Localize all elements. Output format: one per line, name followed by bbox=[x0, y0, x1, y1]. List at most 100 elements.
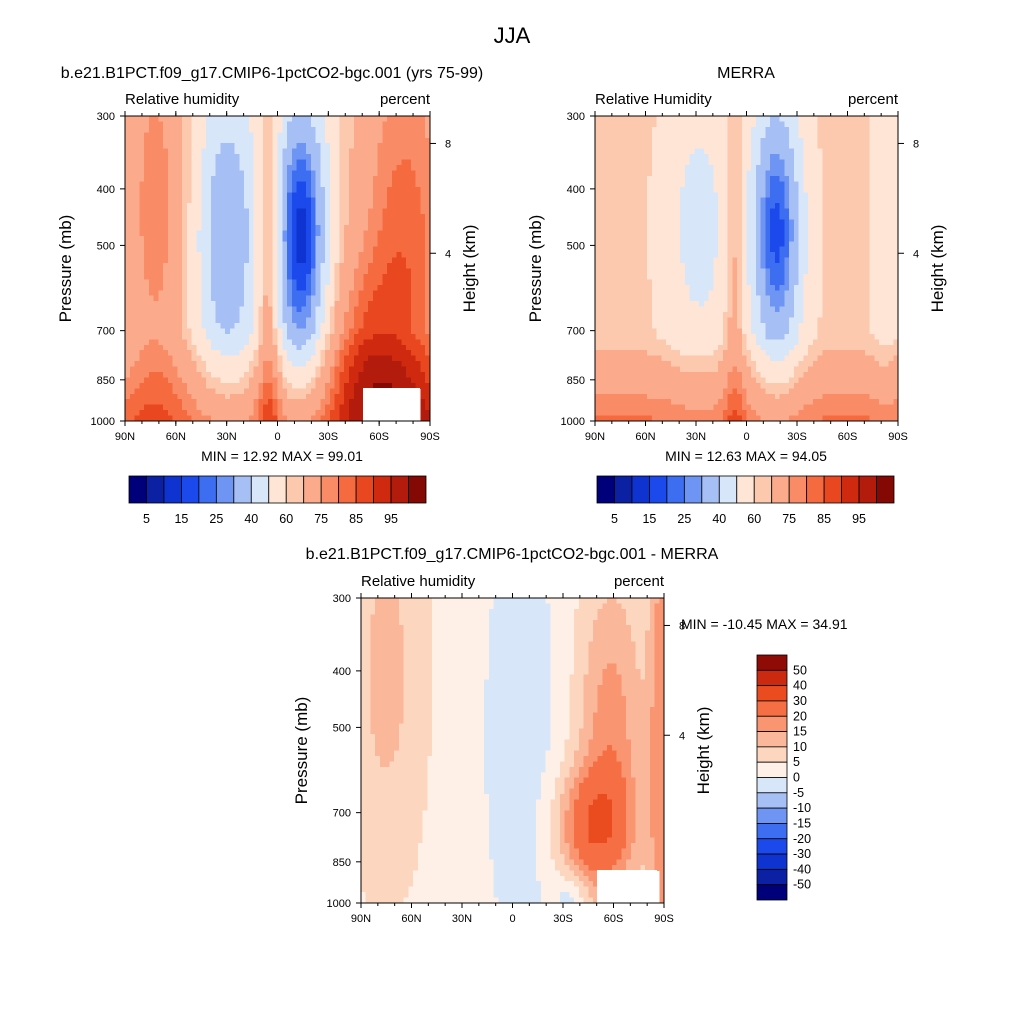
field-cell bbox=[139, 198, 144, 204]
field-cell bbox=[196, 345, 201, 351]
field-cell bbox=[666, 176, 671, 182]
field-cell bbox=[401, 296, 406, 302]
field-cell bbox=[680, 247, 685, 253]
field-cell bbox=[230, 116, 235, 122]
field-cell bbox=[642, 296, 647, 302]
field-cell bbox=[196, 192, 201, 198]
field-cell bbox=[411, 279, 416, 285]
field-cell bbox=[163, 377, 168, 383]
field-cell bbox=[316, 138, 321, 144]
field-cell bbox=[244, 274, 249, 280]
field-cell bbox=[268, 116, 273, 122]
field-cell bbox=[278, 258, 283, 264]
field-cell bbox=[125, 252, 130, 258]
field-cell bbox=[173, 279, 178, 285]
field-cell bbox=[628, 323, 633, 329]
field-cell bbox=[675, 312, 680, 318]
field-cell bbox=[292, 345, 297, 351]
field-cell bbox=[139, 230, 144, 236]
field-cell bbox=[354, 301, 359, 307]
field-cell bbox=[287, 323, 292, 329]
field-cell bbox=[220, 372, 225, 378]
field-cell bbox=[335, 165, 340, 171]
field-cell bbox=[149, 181, 154, 187]
field-cell bbox=[196, 410, 201, 416]
field-cell bbox=[633, 399, 638, 405]
field-cell bbox=[685, 399, 690, 405]
field-cell bbox=[206, 285, 211, 291]
field-cell bbox=[316, 160, 321, 166]
field-cell bbox=[600, 350, 605, 356]
field-cell bbox=[301, 154, 306, 160]
field-cell bbox=[196, 339, 201, 345]
field-cell bbox=[177, 165, 182, 171]
field-cell bbox=[182, 219, 187, 225]
field-cell bbox=[344, 356, 349, 362]
field-cell bbox=[619, 176, 624, 182]
field-cell bbox=[139, 318, 144, 324]
field-cell bbox=[220, 383, 225, 389]
colorbar-box bbox=[181, 476, 198, 503]
field-cell bbox=[239, 399, 244, 405]
field-cell bbox=[685, 252, 690, 258]
field-cell bbox=[392, 323, 397, 329]
field-cell bbox=[182, 138, 187, 144]
field-cell bbox=[201, 328, 206, 334]
field-cell bbox=[339, 356, 344, 362]
field-cell bbox=[675, 263, 680, 269]
field-cell bbox=[282, 187, 287, 193]
field-cell bbox=[420, 219, 425, 225]
field-cell bbox=[225, 154, 230, 160]
field-cell bbox=[177, 214, 182, 220]
field-cell bbox=[182, 127, 187, 133]
field-cell bbox=[685, 269, 690, 275]
field-cell bbox=[675, 230, 680, 236]
field-cell bbox=[619, 138, 624, 144]
field-cell bbox=[704, 377, 709, 383]
field-cell bbox=[378, 143, 383, 149]
field-cell bbox=[325, 296, 330, 302]
field-cell bbox=[609, 132, 614, 138]
field-cell bbox=[647, 214, 652, 220]
field-cell bbox=[177, 290, 182, 296]
field-cell bbox=[416, 154, 421, 160]
field-cell bbox=[125, 274, 130, 280]
field-cell bbox=[406, 377, 411, 383]
field-cell bbox=[652, 198, 657, 204]
field-cell bbox=[614, 328, 619, 334]
field-cell bbox=[690, 225, 695, 231]
field-cell bbox=[623, 263, 628, 269]
field-cell bbox=[671, 328, 676, 334]
field-cell bbox=[182, 192, 187, 198]
field-cell bbox=[325, 361, 330, 367]
field-cell bbox=[675, 377, 680, 383]
field-cell bbox=[406, 187, 411, 193]
field-cell bbox=[339, 399, 344, 405]
field-cell bbox=[201, 318, 206, 324]
field-cell bbox=[311, 290, 316, 296]
field-cell bbox=[187, 127, 192, 133]
field-cell bbox=[211, 323, 216, 329]
field-cell bbox=[368, 290, 373, 296]
field-cell bbox=[196, 160, 201, 166]
field-cell bbox=[694, 214, 699, 220]
field-cell bbox=[344, 405, 349, 411]
field-cell bbox=[652, 165, 657, 171]
field-cell bbox=[699, 181, 704, 187]
field-cell bbox=[192, 377, 197, 383]
field-cell bbox=[671, 198, 676, 204]
field-cell bbox=[680, 241, 685, 247]
field-cell bbox=[325, 160, 330, 166]
field-cell bbox=[628, 230, 633, 236]
field-cell bbox=[225, 285, 230, 291]
field-cell bbox=[387, 345, 392, 351]
field-cell bbox=[292, 176, 297, 182]
field-cell bbox=[273, 121, 278, 127]
field-cell bbox=[139, 383, 144, 389]
field-cell bbox=[349, 263, 354, 269]
field-cell bbox=[258, 214, 263, 220]
field-cell bbox=[192, 181, 197, 187]
field-cell bbox=[201, 149, 206, 155]
field-cell bbox=[206, 241, 211, 247]
field-cell bbox=[220, 350, 225, 356]
